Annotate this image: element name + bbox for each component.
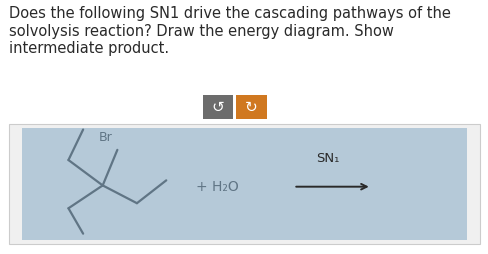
Text: SN₁: SN₁ [315, 152, 339, 165]
Text: ↺: ↺ [211, 100, 224, 115]
Text: Does the following SN1 drive the cascading pathways of the
solvolysis reaction? : Does the following SN1 drive the cascadi… [9, 6, 450, 56]
Bar [236, 95, 266, 119]
Text: + H₂O: + H₂O [196, 180, 239, 194]
Bar [9, 124, 479, 244]
Bar [22, 128, 466, 240]
Bar [203, 95, 233, 119]
Text: ↻: ↻ [244, 100, 257, 115]
Text: Br: Br [98, 131, 112, 144]
